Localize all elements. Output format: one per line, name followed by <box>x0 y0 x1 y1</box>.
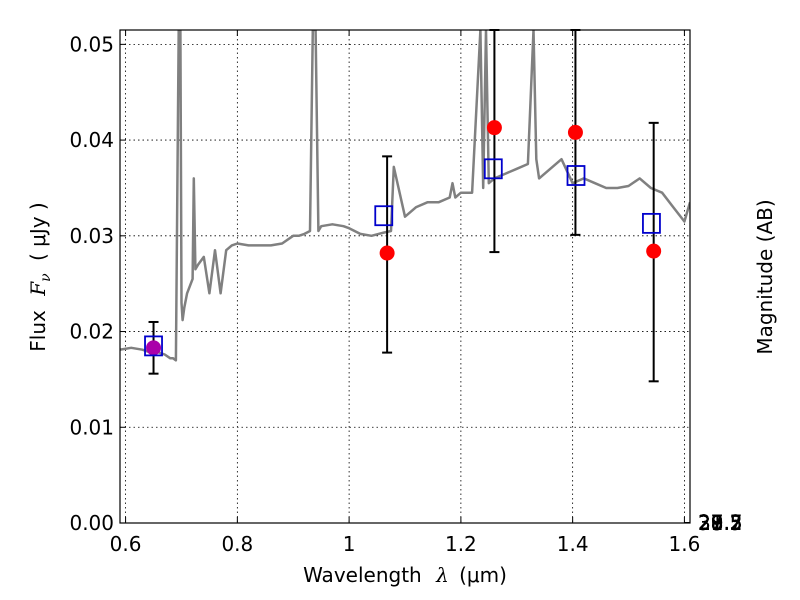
x-tick-label: 1.6 <box>669 532 701 556</box>
x-axis-ticks: 0.6 0.8 1 1.2 1.4 1.6 <box>110 30 701 556</box>
model-spectrum-layer <box>120 30 690 362</box>
observed-point <box>379 245 395 261</box>
synthetic-point <box>566 165 586 186</box>
y2-tick-label: 27.7 <box>698 511 743 535</box>
synthetic-point <box>144 335 163 357</box>
y2-tick-label: 27.2 <box>698 511 743 535</box>
y2-tick-label: 28.5 <box>698 511 743 535</box>
x-axis-label: Wavelength λ (μm) <box>303 563 507 587</box>
y-tick-label: 0.05 <box>69 32 114 56</box>
y2-tick-label: 29.5 <box>698 511 743 535</box>
y-tick-label: 0.01 <box>69 415 114 439</box>
synthetic-points-layer <box>144 158 661 357</box>
y2-axis-label: Magnitude (AB) <box>753 199 777 354</box>
y-axis-label: Flux Fν ( μJy ) <box>26 202 55 351</box>
x-tick-label: 1.2 <box>445 532 477 556</box>
grid-lines <box>120 30 690 524</box>
model-spectrum-line <box>120 30 690 362</box>
synthetic-point <box>374 205 394 227</box>
plot-frame <box>119 29 691 524</box>
y2-tick-label: 28 <box>698 511 723 535</box>
observed-point <box>567 124 583 140</box>
y-tick-label: 0.03 <box>69 224 114 248</box>
observed-points-layer <box>146 120 662 356</box>
observed-point <box>486 120 502 136</box>
y2-tick-label: 30 <box>698 511 723 535</box>
x-tick-label: 1.4 <box>557 532 589 556</box>
y2-tick-label: 27.5 <box>698 511 743 535</box>
y-tick-label: 0.04 <box>69 128 114 152</box>
y2-tick-label: 31 <box>698 511 723 535</box>
y-tick-label: 0.02 <box>69 320 114 344</box>
x-tick-label: 0.6 <box>110 532 142 556</box>
y-axis-ticks: 0.00 0.01 0.02 0.03 0.04 0.05 <box>69 32 126 535</box>
synthetic-point <box>483 158 503 180</box>
observed-point <box>146 340 162 356</box>
x-tick-label: 1 <box>343 532 356 556</box>
y2-tick-label: 29 <box>698 511 723 535</box>
y2-tick-label: 27.3 <box>698 511 743 535</box>
x-tick-label: 0.8 <box>221 532 253 556</box>
observed-point <box>646 243 662 259</box>
y-tick-label: 0.00 <box>69 511 114 535</box>
y2-tick-label: 28.2 <box>698 511 743 535</box>
synthetic-point <box>642 212 661 234</box>
